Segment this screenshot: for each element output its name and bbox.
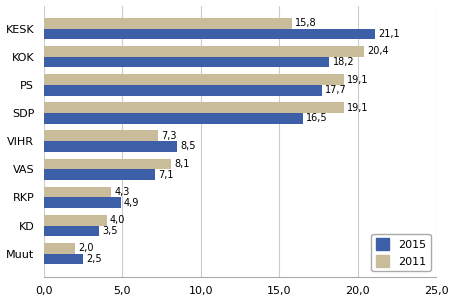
Text: 4,9: 4,9 xyxy=(124,198,139,208)
Bar xyxy=(44,18,292,29)
Bar xyxy=(44,85,321,95)
Bar xyxy=(44,57,330,67)
Bar xyxy=(44,29,375,39)
Bar xyxy=(44,187,111,198)
Bar xyxy=(44,159,171,169)
Text: 19,1: 19,1 xyxy=(347,103,368,113)
Bar xyxy=(44,74,344,85)
Text: 8,5: 8,5 xyxy=(180,141,196,152)
Bar xyxy=(44,113,303,124)
Text: 7,3: 7,3 xyxy=(162,131,177,141)
Bar xyxy=(44,254,83,264)
Legend: 2015, 2011: 2015, 2011 xyxy=(371,234,430,271)
Text: 4,3: 4,3 xyxy=(114,187,130,197)
Text: 18,2: 18,2 xyxy=(333,57,354,67)
Text: 2,0: 2,0 xyxy=(79,243,94,253)
Text: 16,5: 16,5 xyxy=(306,113,327,123)
Text: 7,1: 7,1 xyxy=(158,170,174,180)
Bar xyxy=(44,169,155,180)
Bar xyxy=(44,46,364,57)
Bar xyxy=(44,215,107,226)
Bar xyxy=(44,102,344,113)
Bar xyxy=(44,243,75,254)
Text: 15,8: 15,8 xyxy=(295,18,316,28)
Text: 2,5: 2,5 xyxy=(86,254,102,264)
Bar xyxy=(44,226,99,236)
Text: 21,1: 21,1 xyxy=(378,29,400,39)
Bar xyxy=(44,198,121,208)
Text: 20,4: 20,4 xyxy=(367,47,389,56)
Text: 3,5: 3,5 xyxy=(102,226,118,236)
Text: 4,0: 4,0 xyxy=(110,215,125,225)
Bar xyxy=(44,130,158,141)
Text: 8,1: 8,1 xyxy=(174,159,189,169)
Text: 17,7: 17,7 xyxy=(325,85,346,95)
Text: 19,1: 19,1 xyxy=(347,75,368,85)
Bar xyxy=(44,141,177,152)
